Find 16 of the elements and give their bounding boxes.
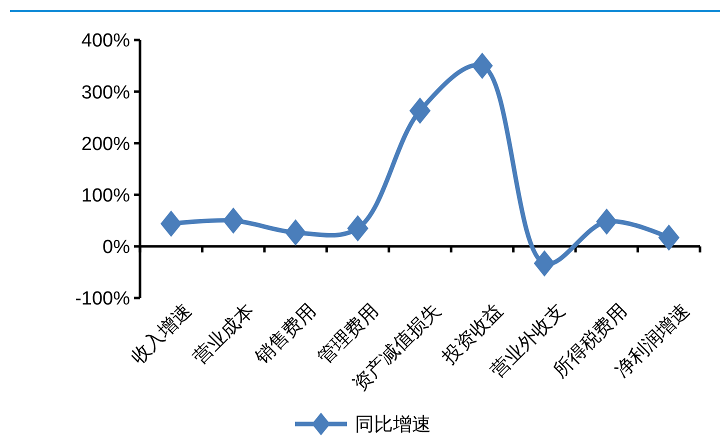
legend-label: 同比增速 — [355, 414, 431, 436]
point — [534, 250, 556, 277]
y-tick-label: 0% — [102, 237, 130, 258]
point — [658, 224, 680, 251]
y-tick-label: -100% — [75, 288, 130, 310]
point — [222, 207, 244, 234]
y-tick-label: 200% — [81, 134, 130, 155]
y-tick-label: 400% — [81, 30, 130, 52]
point — [596, 208, 618, 235]
y-tick-label: 300% — [81, 82, 130, 104]
point — [347, 215, 368, 242]
point — [284, 219, 306, 246]
point — [409, 98, 431, 124]
point — [160, 210, 182, 237]
point — [472, 52, 493, 79]
y-tick-label: 100% — [81, 185, 130, 206]
